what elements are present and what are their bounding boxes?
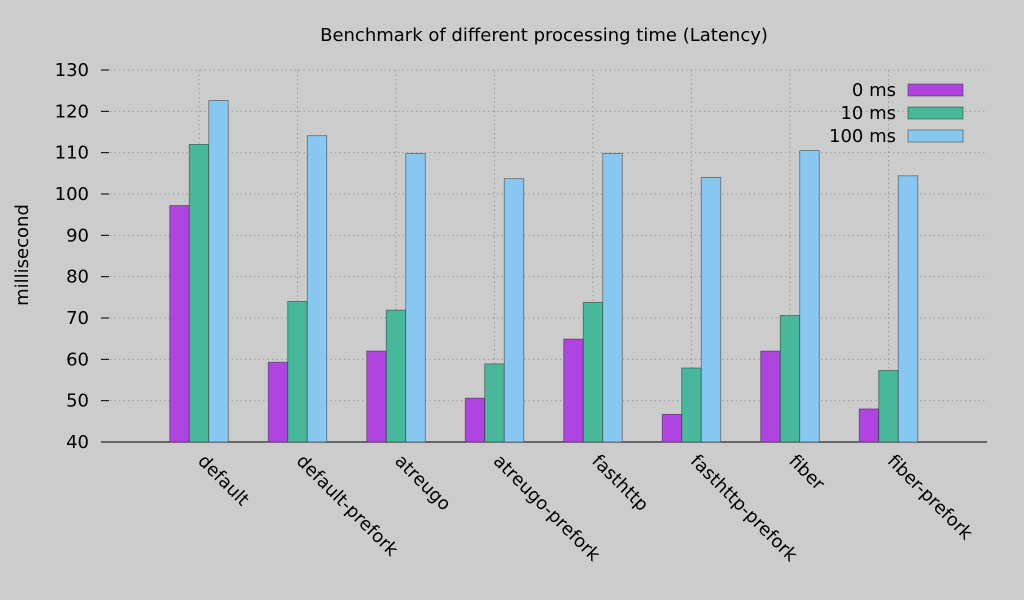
- bar-fasthttp-series-0: [563, 338, 584, 443]
- legend-swatch-1: [907, 106, 964, 120]
- legend-label-0: 0 ms: [852, 80, 896, 101]
- y-tick-label: 70: [66, 308, 89, 329]
- bar-fiber-series-1: [779, 315, 801, 443]
- bar-fasthttp-prefork-series-2: [700, 177, 722, 443]
- bar-default-series-1: [188, 143, 210, 443]
- grid-layer: [101, 69, 987, 442]
- bar-default-series-2: [208, 100, 229, 443]
- y-tick-label: 90: [66, 225, 89, 246]
- bar-fiber-prefork-series-0: [858, 408, 880, 443]
- bar-fasthttp-prefork-series-0: [661, 413, 683, 443]
- bar-default-prefork-series-0: [267, 361, 289, 443]
- bar-default-prefork-series-2: [306, 135, 328, 443]
- legend-label-1: 10 ms: [840, 103, 896, 124]
- x-tick-label-default-prefork: default-prefork: [292, 451, 402, 561]
- bar-fasthttp-series-1: [582, 301, 604, 443]
- x-tick-label-fasthttp: fasthttp: [587, 451, 652, 516]
- bar-fasthttp-series-2: [602, 153, 623, 443]
- y-tick-label: 60: [66, 349, 89, 370]
- x-tick-label-fiber: fiber: [784, 451, 828, 495]
- y-tick-label: 100: [55, 184, 89, 205]
- y-tick-label: 120: [55, 101, 89, 122]
- bar-fiber-prefork-series-1: [878, 370, 899, 443]
- bar-default-series-0: [169, 205, 190, 443]
- x-tick-label-atreugo: atreugo: [390, 451, 454, 515]
- y-tick-label: 80: [66, 267, 89, 288]
- legend-swatch-0: [907, 83, 964, 97]
- chart-title: Benchmark of different processing time (…: [320, 25, 768, 46]
- bar-atreugo-prefork-series-2: [503, 178, 525, 443]
- bar-atreugo-prefork-series-0: [464, 397, 486, 443]
- x-tick-label-default: default: [193, 451, 253, 511]
- y-axis-label: millisecond: [12, 204, 33, 306]
- bar-fasthttp-prefork-series-1: [681, 367, 702, 443]
- y-tick-label: 130: [55, 60, 89, 81]
- y-tick-label: 40: [66, 432, 89, 453]
- bar-default-prefork-series-1: [287, 301, 308, 443]
- bar-fiber-series-0: [760, 350, 781, 443]
- bar-atreugo-series-2: [405, 153, 426, 443]
- axis-layer: 40 50 60 70 80 90 100 110 120 130: [55, 60, 987, 453]
- bar-atreugo-series-1: [385, 309, 407, 443]
- bar-fiber-prefork-series-2: [897, 175, 919, 443]
- x-tick-label-fiber-prefork: fiber-prefork: [883, 451, 977, 545]
- bars-layer: [169, 100, 919, 443]
- legend-swatch-2: [907, 129, 964, 143]
- y-tick-label: 50: [66, 391, 89, 412]
- bar-fiber-series-2: [799, 150, 820, 443]
- legend-label-2: 100 ms: [829, 126, 896, 147]
- y-tick-label: 110: [55, 143, 89, 164]
- x-tick-label-atreugo-prefork: atreugo-prefork: [489, 451, 604, 566]
- bar-atreugo-series-0: [366, 350, 387, 443]
- x-tick-label-fasthttp-prefork: fasthttp-prefork: [686, 451, 802, 567]
- bar-atreugo-prefork-series-1: [484, 363, 505, 443]
